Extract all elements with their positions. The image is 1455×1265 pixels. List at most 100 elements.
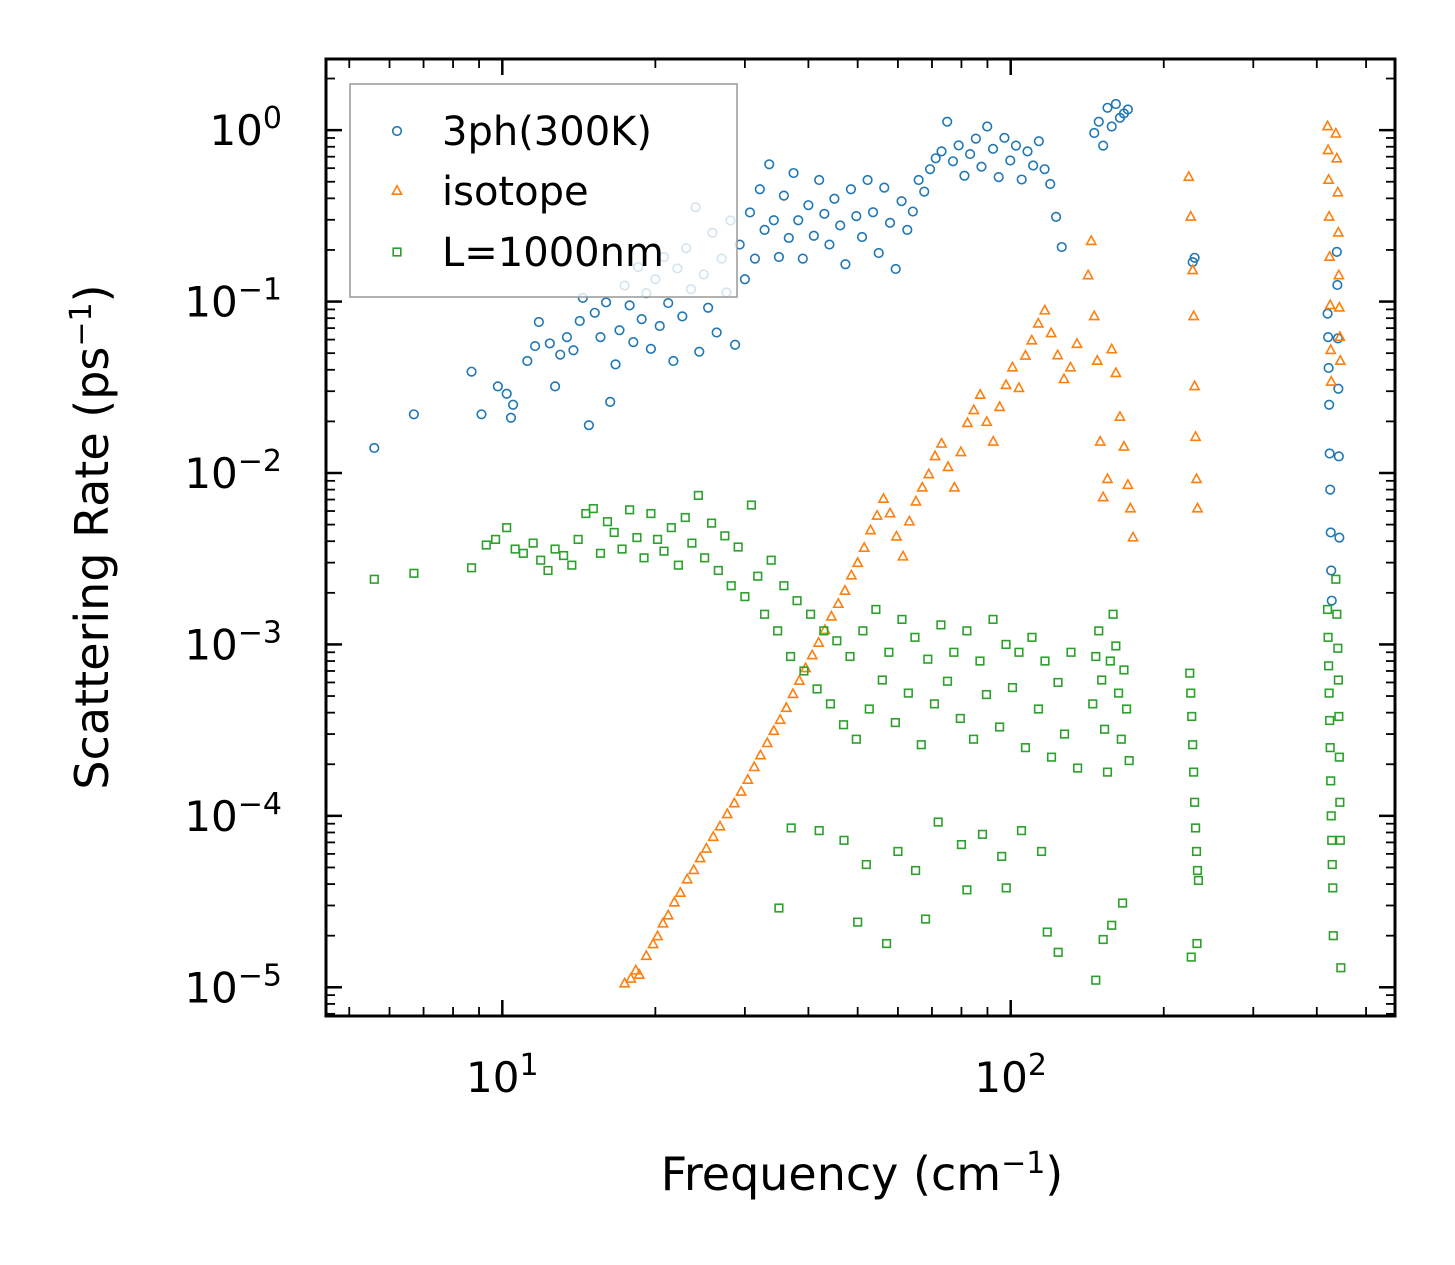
data-point-circle xyxy=(862,174,873,186)
data-point-square xyxy=(595,548,606,558)
data-point-square xyxy=(1190,797,1200,807)
data-point-square xyxy=(1324,661,1334,671)
data-point-triangle xyxy=(687,863,700,875)
data-point-square xyxy=(1325,743,1335,753)
data-point-square xyxy=(988,614,998,624)
data-point-square xyxy=(536,555,546,565)
x-axis-title-text: Frequency (cm xyxy=(661,1147,1001,1201)
x-axis-title: Frequency (cm−1) xyxy=(661,1146,1064,1202)
data-point-square xyxy=(903,688,913,698)
data-point-square xyxy=(1333,643,1343,653)
data-point-circle xyxy=(803,200,814,211)
data-point-circle xyxy=(1325,484,1336,495)
data-point-triangle xyxy=(1324,298,1337,310)
data-point-square xyxy=(1327,835,1337,845)
data-point-triangle xyxy=(1121,478,1134,490)
data-point-square xyxy=(481,540,491,550)
data-point-triangle xyxy=(1329,126,1342,138)
data-point-triangle xyxy=(1325,375,1338,386)
data-point-circle xyxy=(970,133,981,144)
data-point-square xyxy=(1325,715,1335,726)
data-point-circle xyxy=(884,217,896,228)
y-tick-label-exp: −4 xyxy=(238,786,282,821)
x-tick-label-exp: 1 xyxy=(519,1048,538,1083)
y-axis-title-text: Scattering Rate (ps xyxy=(65,347,119,790)
data-point-triangle xyxy=(1184,209,1197,221)
data-point-square xyxy=(1334,711,1344,722)
data-point-triangle xyxy=(909,494,922,506)
data-point-triangle xyxy=(1101,472,1114,484)
data-point-circle xyxy=(614,325,625,336)
data-point-circle xyxy=(896,196,907,207)
data-point-circle xyxy=(1326,595,1337,606)
data-point-circle xyxy=(1189,252,1200,263)
data-point-circle xyxy=(1089,127,1100,139)
y-tick-label: 10−5 xyxy=(184,958,282,1013)
legend: 3ph(300K) isotope L=1000nm xyxy=(349,83,738,298)
data-point-triangle xyxy=(748,760,761,772)
data-point-square xyxy=(510,544,520,554)
data-point-square xyxy=(766,555,776,565)
data-point-circle xyxy=(1322,308,1333,319)
data-point-circle xyxy=(694,346,705,357)
data-point-square xyxy=(1098,934,1108,945)
data-point-square xyxy=(851,734,861,744)
data-point-circle xyxy=(1334,532,1345,543)
legend-markers xyxy=(391,125,403,257)
data-point-square xyxy=(975,656,985,666)
data-point-square xyxy=(1027,632,1037,642)
data-point-triangle xyxy=(1071,337,1083,349)
data-point-triangle xyxy=(721,807,734,819)
data-point-triangle xyxy=(1097,490,1110,502)
data-point-square xyxy=(1124,756,1134,766)
data-point-circle xyxy=(555,349,566,360)
data-point-circle xyxy=(993,172,1004,183)
data-point-square xyxy=(652,534,663,544)
data-point-circle xyxy=(624,300,635,311)
data-point-circle xyxy=(797,253,808,264)
y-tick-label: 10−2 xyxy=(184,443,282,498)
data-point-circle xyxy=(982,121,993,132)
data-point-triangle xyxy=(1064,360,1077,372)
data-point-triangle xyxy=(1187,309,1200,321)
x-axis-title-end: ) xyxy=(1045,1147,1063,1201)
data-point-circle xyxy=(605,396,616,407)
data-point-triangle xyxy=(674,886,687,897)
data-point-square xyxy=(1091,975,1101,985)
x-tick-label-exp: 2 xyxy=(1028,1048,1047,1083)
data-point-circle xyxy=(829,193,840,204)
data-point-circle xyxy=(1322,332,1334,343)
legend-box xyxy=(349,83,738,298)
data-point-triangle xyxy=(694,851,707,863)
data-point-circle xyxy=(1110,98,1121,110)
data-point-square xyxy=(625,505,635,515)
data-point-triangle xyxy=(1006,360,1019,372)
y-tick-label-exp: −5 xyxy=(238,958,282,993)
data-point-square xyxy=(812,684,822,694)
data-point-square xyxy=(920,914,931,924)
data-point-circle xyxy=(645,343,656,354)
data-point-circle xyxy=(1324,399,1335,410)
data-point-triangle xyxy=(974,388,987,400)
data-point-circle xyxy=(759,224,770,235)
data-point-triangle xyxy=(707,830,720,842)
data-point-square xyxy=(949,647,959,657)
data-point-square xyxy=(774,903,784,913)
data-point-triangle xyxy=(633,968,646,979)
data-point-circle xyxy=(501,388,512,399)
y-tick-label-exp: −3 xyxy=(238,615,282,650)
series-1 xyxy=(618,119,1347,988)
data-point-square xyxy=(839,835,849,845)
data-point-square xyxy=(1191,846,1202,857)
data-point-circle xyxy=(533,316,544,328)
data-point-circle xyxy=(793,215,804,226)
data-point-triangle xyxy=(935,436,948,448)
data-point-circle xyxy=(856,231,868,243)
y-tick-label-base: 10 xyxy=(209,106,262,155)
data-point-triangle xyxy=(1091,354,1104,366)
data-point-triangle xyxy=(735,785,748,796)
data-point-square xyxy=(1192,938,1202,949)
data-point-square xyxy=(910,632,920,642)
